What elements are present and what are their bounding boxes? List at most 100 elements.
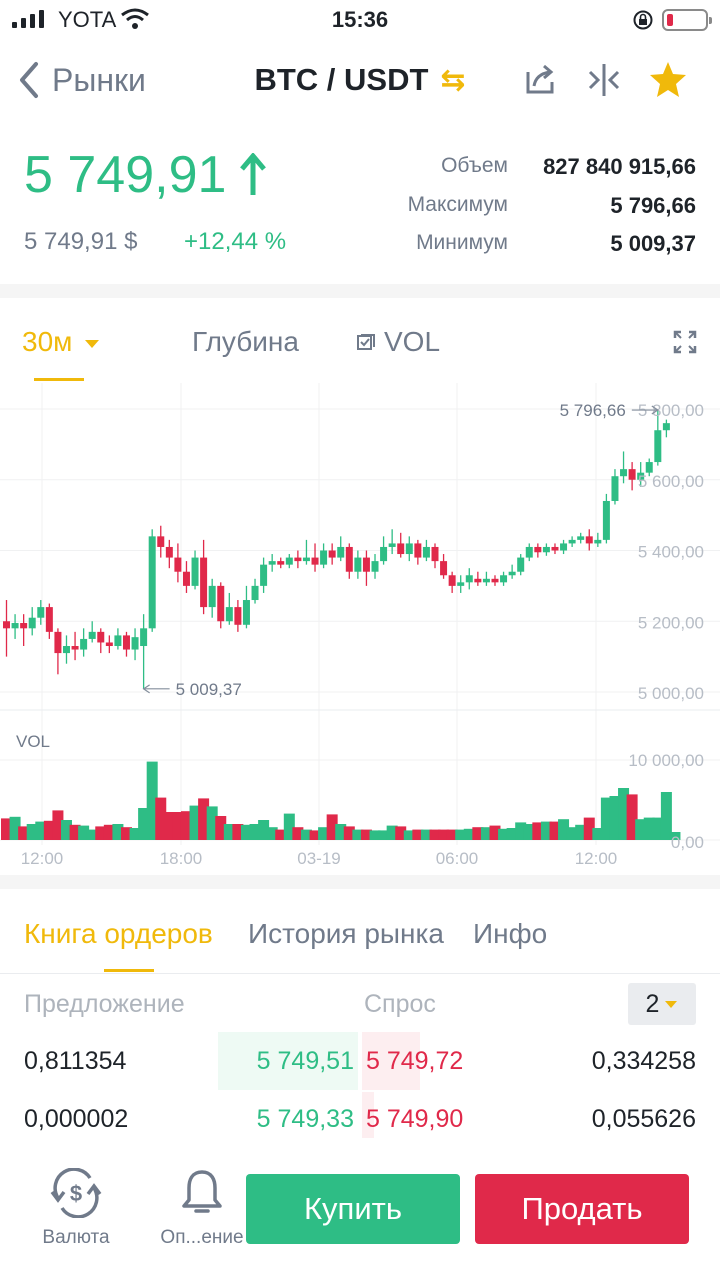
pair-name: BTC / USDT bbox=[254, 62, 429, 97]
volume-bar bbox=[618, 788, 630, 840]
volume-bar bbox=[155, 797, 167, 840]
tab-vol[interactable]: VOL bbox=[356, 326, 440, 358]
share-icon[interactable] bbox=[524, 62, 558, 96]
bid-header: Предложение bbox=[24, 990, 185, 1018]
volume-bar bbox=[309, 830, 321, 840]
volume-bar bbox=[583, 817, 595, 840]
volume-bar bbox=[258, 820, 270, 840]
candle bbox=[140, 628, 148, 647]
status-bar: YOTA 15:36 bbox=[0, 0, 720, 40]
price-axis-label: 5 800,00 bbox=[638, 401, 704, 420]
candle bbox=[302, 557, 310, 562]
bid-depth-bar bbox=[218, 1032, 358, 1090]
candle bbox=[11, 623, 19, 629]
ask-price[interactable]: 5 749,90 bbox=[366, 1105, 464, 1133]
sell-button[interactable]: Продать bbox=[475, 1174, 689, 1244]
chevron-left-icon bbox=[20, 62, 38, 98]
candle bbox=[294, 557, 302, 562]
candle bbox=[114, 635, 122, 647]
orderbook-tab-underline bbox=[104, 969, 154, 972]
candle bbox=[62, 646, 70, 654]
volume-axis-label: 0,00 bbox=[671, 833, 704, 852]
price-chart[interactable]: 5 800,00 5 600,00 5 400,00 5 200,00 5 000,00… bbox=[0, 383, 720, 875]
caret-down-icon bbox=[85, 339, 100, 348]
buy-button[interactable]: Купить bbox=[246, 1174, 460, 1244]
candle bbox=[405, 543, 413, 555]
volume-bar bbox=[498, 828, 510, 840]
volume-bar bbox=[626, 794, 638, 840]
price-change-percent: +12,44 % bbox=[184, 228, 287, 255]
candle bbox=[354, 557, 362, 572]
stat-value-high: 5 796,66 bbox=[610, 193, 696, 218]
volume-bar bbox=[189, 805, 201, 840]
volume-bar bbox=[35, 821, 47, 840]
volume-axis-label: 10 000,00 bbox=[628, 751, 704, 770]
candle bbox=[234, 607, 242, 625]
low-marker-label: 5 009,37 bbox=[176, 680, 242, 699]
tabs-divider bbox=[0, 973, 720, 974]
candle bbox=[200, 557, 208, 608]
ask-amount: 0,334258 bbox=[591, 1047, 696, 1075]
bid-price[interactable]: 5 749,33 bbox=[256, 1105, 354, 1133]
volume-bar bbox=[652, 817, 664, 840]
volume-bar bbox=[206, 806, 218, 840]
fullscreen-icon[interactable] bbox=[673, 330, 697, 354]
volume-bar bbox=[455, 829, 467, 840]
tab-info[interactable]: Инфо bbox=[473, 918, 548, 949]
candle bbox=[414, 543, 422, 558]
tab-interval[interactable]: 30м bbox=[22, 326, 100, 358]
volume-bar bbox=[232, 824, 244, 840]
tab-orderbook[interactable]: Книга ордеров bbox=[24, 918, 213, 949]
volume-bar bbox=[549, 821, 561, 840]
candle bbox=[191, 557, 199, 586]
bell-icon bbox=[182, 1170, 222, 1213]
candle bbox=[105, 642, 113, 647]
volume-bar bbox=[180, 811, 192, 840]
volume-bar bbox=[223, 824, 235, 840]
candle bbox=[517, 557, 525, 572]
volume-bar bbox=[420, 829, 432, 840]
volume-bar bbox=[463, 828, 475, 840]
price-axis-label: 5 600,00 bbox=[638, 472, 704, 491]
swap-icon[interactable]: ⇆ bbox=[440, 63, 466, 97]
candle bbox=[431, 546, 439, 562]
precision-value: 2 bbox=[645, 989, 660, 1018]
tab-depth[interactable]: Глубина bbox=[192, 326, 299, 357]
time-axis-label: 18:00 bbox=[160, 849, 203, 868]
candle bbox=[320, 550, 328, 565]
candle bbox=[88, 631, 96, 639]
candle bbox=[165, 546, 173, 558]
precision-select[interactable]: 2 bbox=[628, 983, 696, 1025]
volume-bar bbox=[480, 827, 492, 840]
stat-label-volume: Объем bbox=[441, 154, 508, 177]
vol-label: VOL bbox=[384, 326, 441, 357]
candle bbox=[371, 561, 379, 572]
volume-bar bbox=[515, 822, 527, 840]
volume-bar bbox=[566, 827, 578, 840]
alerts-button[interactable]: Оп...ение bbox=[160, 1168, 244, 1249]
volume-bar bbox=[575, 824, 587, 840]
checkbox-icon bbox=[357, 334, 375, 350]
volume-bar bbox=[146, 761, 158, 840]
bid-price[interactable]: 5 749,51 bbox=[256, 1047, 354, 1075]
volume-bar bbox=[343, 826, 355, 840]
currency-button[interactable]: $ Валюта bbox=[36, 1167, 116, 1249]
candle bbox=[551, 546, 559, 551]
tab-market-history[interactable]: История рынка bbox=[248, 918, 444, 949]
time-axis-label: 06:00 bbox=[436, 849, 479, 868]
candle bbox=[422, 546, 430, 558]
bid-amount: 0,000002 bbox=[24, 1105, 129, 1133]
compare-icon[interactable] bbox=[586, 62, 622, 98]
volume-bar bbox=[172, 812, 184, 840]
ask-price[interactable]: 5 749,72 bbox=[366, 1047, 464, 1075]
stat-label-low: Минимум bbox=[416, 231, 508, 254]
volume-bar bbox=[378, 830, 390, 840]
candle bbox=[525, 546, 533, 558]
orientation-lock-icon bbox=[633, 10, 653, 30]
back-button[interactable]: Рынки bbox=[16, 58, 146, 102]
pair-title[interactable]: BTC / USDT ⇆ bbox=[0, 58, 720, 102]
candle bbox=[345, 546, 353, 572]
candle bbox=[242, 600, 250, 625]
bid-amount: 0,811354 bbox=[24, 1047, 127, 1075]
favorite-star-icon[interactable] bbox=[648, 60, 688, 100]
